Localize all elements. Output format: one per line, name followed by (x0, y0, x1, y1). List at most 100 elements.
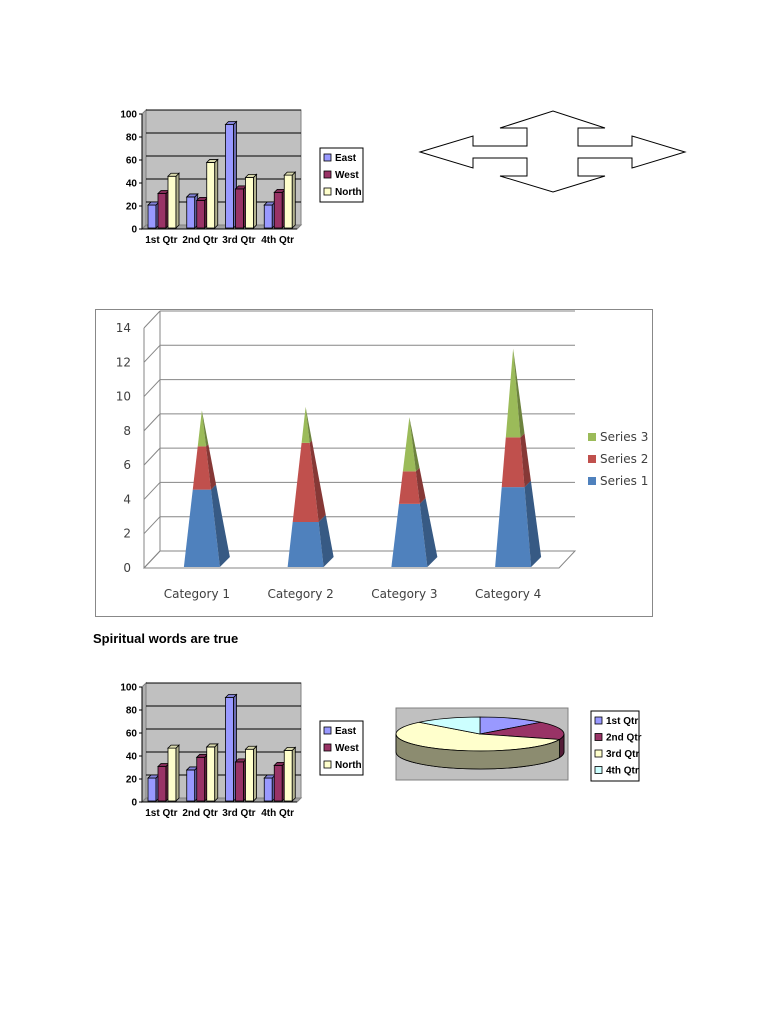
bar-east (263, 774, 277, 802)
side-gridline (143, 413, 161, 432)
cone (495, 348, 542, 567)
y-tick-label: 0 (123, 561, 131, 575)
cone-front-series-1 (495, 487, 532, 567)
bar-top (283, 747, 297, 751)
pie-slice-4 (419, 716, 481, 735)
quarterly-bar-chart-top: 0 20 40 60 80 100 1st Qtr 2nd Qtr 3rd Qtr 4th Qtr… (108, 100, 368, 250)
y-tick-label: 12 (116, 355, 131, 369)
x-category-label: 1st Qtr (145, 808, 177, 819)
cone-side-series-3 (513, 348, 525, 438)
chart4-svg: 1st Qtr 2nd Qtr 3rd Qtr 4th Qtr (395, 707, 642, 782)
x-category-label: Category 4 (475, 587, 541, 601)
bar-east (185, 765, 199, 802)
cone-front-series-2 (398, 471, 420, 504)
cone-chart-frame: 0 2 4 6 8 10 12 14 Category 1 Category 2 Category … (95, 309, 653, 617)
y-tick-label: 2 (123, 527, 131, 541)
legend-swatch (323, 153, 332, 162)
y-tick-label: 100 (120, 683, 137, 694)
side-gridline (143, 310, 161, 329)
bar-front (283, 750, 293, 802)
bar-west (157, 189, 170, 229)
four-way-arrow-outline (418, 110, 687, 193)
legend-label: Series 1 (600, 474, 648, 488)
chart2-svg: 0 2 4 6 8 10 12 14 Category 1 Category 2 Category … (116, 310, 648, 601)
legend-label: North (335, 760, 362, 771)
plot-side-wall (141, 108, 147, 231)
y-tick-label: 8 (123, 424, 131, 438)
bar-front (245, 177, 254, 229)
cone (183, 410, 230, 567)
bar-front (157, 193, 167, 229)
legend-label: 4th Qtr (606, 766, 639, 777)
bar-front (235, 188, 244, 229)
cone-front-series-1 (287, 522, 324, 567)
x-category-label: 1st Qtr (145, 235, 177, 246)
cone-front-series-2 (192, 446, 211, 490)
bar-west (195, 196, 209, 229)
bar-north (167, 172, 180, 229)
bar-west (273, 761, 287, 802)
side-gridline (143, 516, 161, 535)
y-tick-label: 6 (123, 458, 131, 472)
legend-label: North (335, 187, 362, 198)
bar-north (283, 171, 297, 229)
legend-label: Series 3 (600, 430, 648, 444)
plot-side-wall (141, 681, 147, 804)
cone-front-series-2 (501, 437, 525, 488)
legend-swatch (588, 477, 596, 485)
bar-side (175, 744, 180, 802)
bar-side (214, 742, 219, 802)
y-tick-label: 20 (126, 775, 138, 786)
bar-top (167, 744, 180, 749)
bar-front (225, 124, 234, 229)
y-tick-label: 80 (126, 706, 138, 717)
y-tick-label: 0 (131, 225, 137, 236)
bar-top (205, 159, 219, 163)
cone-side-series-3 (305, 406, 312, 443)
bar-north (244, 745, 258, 802)
legend-label: 3rd Qtr (606, 749, 639, 760)
legend-swatch (588, 455, 596, 463)
legend-label: East (335, 153, 357, 164)
bar-front (206, 162, 216, 229)
legend-swatch (323, 726, 332, 735)
x-category-label: Category 2 (267, 587, 333, 601)
cone-side-series-3 (409, 417, 420, 472)
cone-side-series-2 (309, 440, 326, 523)
bar-front (157, 766, 167, 802)
cone-front-series-1 (391, 503, 428, 567)
y-tick-label: 80 (126, 133, 138, 144)
bar-front (186, 769, 196, 802)
y-tick-label: 100 (120, 110, 137, 121)
bar-front (283, 174, 293, 229)
y-tick-label: 60 (126, 729, 138, 740)
legend-swatch (594, 716, 603, 725)
bar-top (224, 121, 238, 125)
bar-side (253, 745, 257, 802)
x-category-label: 4th Qtr (261, 235, 294, 246)
legend-label: West (335, 170, 359, 181)
pie-slice-side (395, 733, 560, 770)
bar-front (196, 756, 206, 802)
legend-swatch (594, 766, 603, 774)
bar-front (196, 200, 206, 229)
legend-label: Series 2 (600, 452, 648, 466)
x-category-label: Category 1 (164, 587, 230, 601)
bar-east (224, 693, 238, 802)
bar-west (234, 757, 248, 802)
y-tick-label: 40 (126, 752, 138, 763)
bar-front (273, 764, 283, 802)
cone (391, 417, 438, 567)
bar-front (206, 746, 216, 802)
cone-front-series-3 (505, 348, 521, 438)
y-tick-label: 60 (126, 156, 138, 167)
bar-side (214, 158, 219, 229)
side-gridline (143, 482, 161, 500)
cone-front-series-1 (183, 489, 220, 567)
cone-front-series-3 (402, 417, 416, 472)
bar-front (147, 777, 157, 802)
four-way-arrow-shape (415, 108, 690, 196)
x-category-label: 2nd Qtr (182, 235, 218, 246)
bar-west (157, 762, 170, 802)
legend-swatch (323, 187, 332, 196)
